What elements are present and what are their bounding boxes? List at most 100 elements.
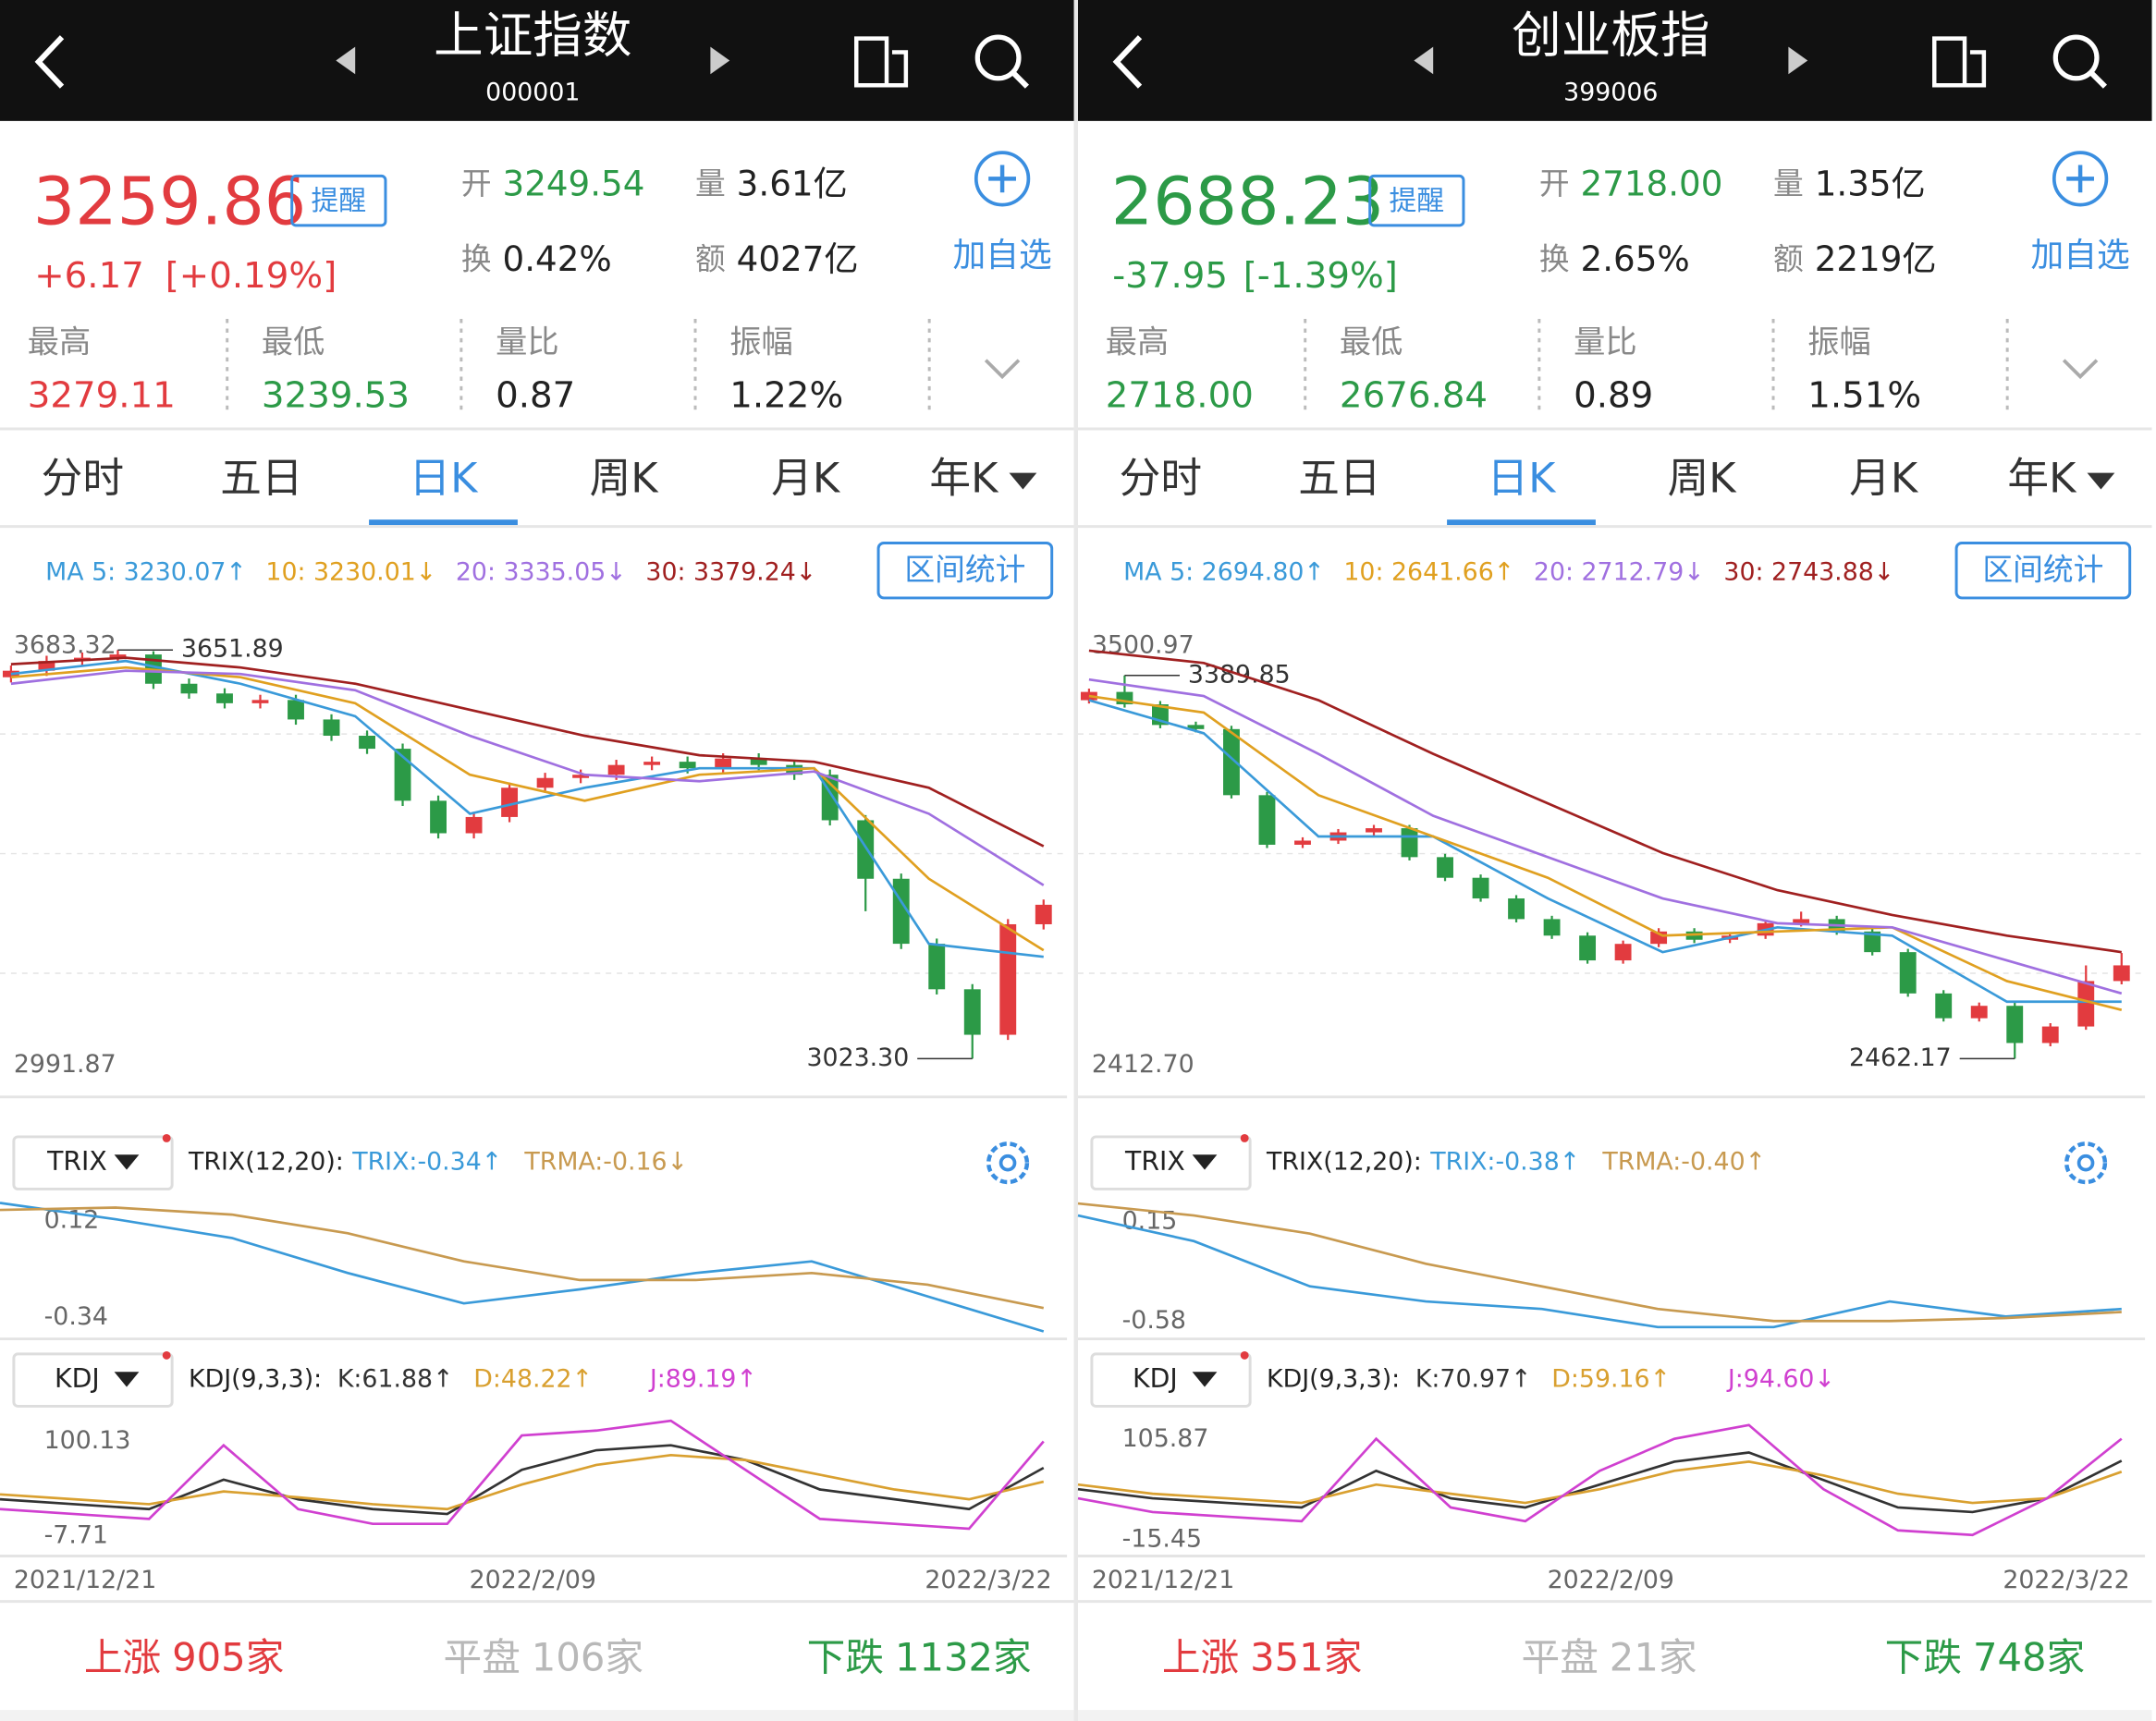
back-button[interactable] [34, 35, 65, 89]
add-watch[interactable]: 加自选 [2031, 237, 2130, 275]
stat-label: 最高 [28, 323, 91, 360]
period-tab[interactable]: 五日 [1298, 455, 1380, 503]
breadth-count: 21家 [1610, 1635, 1697, 1680]
period-tab[interactable]: 月K [771, 455, 841, 503]
candle-body [216, 693, 233, 703]
quote-label: 换 [461, 242, 492, 277]
candle-body [465, 816, 483, 834]
indicator-selector[interactable] [12, 1135, 174, 1190]
breadth-count: 1132家 [895, 1635, 1032, 1680]
candle-body [1543, 919, 1561, 936]
candle-body [679, 762, 696, 769]
next-index[interactable] [710, 46, 730, 75]
candle-body [1793, 919, 1810, 923]
indicator-value: TRMA:-0.16↓ [523, 1148, 688, 1177]
stat-value: 2718.00 [1106, 374, 1254, 416]
alert-button[interactable] [290, 174, 387, 227]
quote-value: 3.61亿 [737, 163, 848, 203]
candle-body [2, 670, 19, 677]
x-tick-label: 2021/12/21 [1092, 1566, 1234, 1594]
ma-label: 30: 2743.88↓ [1723, 558, 1894, 587]
breadth-count: 748家 [1973, 1635, 2085, 1680]
indicator-selector[interactable] [12, 1352, 174, 1408]
period-tab[interactable]: 分时 [42, 455, 124, 503]
settings-icon-hole [998, 1153, 1017, 1172]
alert-button[interactable] [1368, 174, 1465, 227]
expand-chevron[interactable] [2062, 359, 2099, 380]
index-code: 000001 [485, 79, 580, 107]
stat-label: 振幅 [729, 323, 792, 360]
bottom-bar [0, 1710, 1074, 1721]
settings-icon[interactable] [986, 1141, 1030, 1185]
stat-label: 最低 [262, 323, 325, 360]
expand-chevron[interactable] [984, 359, 1021, 380]
candle-body [1187, 725, 1205, 729]
candle-body [359, 736, 375, 750]
settings-icon[interactable] [2064, 1141, 2108, 1185]
add-watch-icon[interactable] [974, 151, 1031, 207]
indicator-selector[interactable] [1090, 1135, 1252, 1190]
candle-body [1472, 877, 1489, 899]
quote-value: 2219亿 [1815, 238, 1937, 279]
range-stats-label: 区间统计 [1982, 553, 2103, 588]
candle-body [857, 820, 875, 879]
change-pct: [+0.19%] [165, 255, 337, 297]
min-label: 3023.30 [806, 1044, 909, 1072]
search-icon-handle [1011, 70, 1030, 89]
search-icon[interactable] [974, 34, 1022, 81]
indicator-line [1088, 699, 2122, 1004]
period-tab[interactable]: 分时 [1120, 455, 1202, 503]
add-watch[interactable]: 加自选 [953, 237, 1052, 275]
period-tab[interactable]: 周K [1668, 455, 1738, 503]
bottom-bar [1078, 1710, 2152, 1721]
candle-body [180, 683, 198, 694]
y-tick-label: -0.34 [44, 1302, 108, 1331]
period-tab[interactable]: 日K [1488, 455, 1558, 503]
year-tab-arrow [2087, 472, 2115, 490]
alert-label: 提醒 [1390, 185, 1445, 217]
prev-index[interactable] [336, 46, 356, 75]
period-tab[interactable]: 月K [1849, 455, 1919, 503]
indicator-dot [162, 1350, 171, 1360]
ma-label: MA 5: 3230.07↑ [45, 558, 247, 587]
range-stats-button[interactable] [1954, 541, 2132, 600]
prev-index[interactable] [1414, 46, 1434, 75]
landscape-icon[interactable] [854, 36, 909, 88]
period-tab[interactable]: 周K [590, 455, 660, 503]
candle-body [394, 749, 411, 801]
candle-body [1579, 935, 1597, 961]
candle-body [1401, 828, 1418, 858]
period-tab[interactable]: 五日 [220, 455, 302, 503]
y-tick-label: 3500.97 [1092, 631, 1194, 660]
quote-value: 0.42% [503, 238, 612, 279]
indicator-line [0, 1453, 1045, 1511]
landscape-icon[interactable] [1932, 36, 1987, 88]
period-tab[interactable]: 年K [929, 455, 999, 503]
ma-label: 20: 2712.79↓ [1534, 558, 1705, 587]
index-code: 399006 [1563, 79, 1658, 107]
breadth-label: 平盘 [444, 1635, 521, 1680]
range-stats-button[interactable] [876, 541, 1054, 600]
y-tick-label: 100.13 [44, 1426, 131, 1455]
ma-label: 10: 3230.01↓ [265, 558, 436, 587]
indicator-selector[interactable] [1090, 1352, 1252, 1408]
candle-body [1614, 944, 1632, 961]
indicator-arrow [114, 1154, 140, 1170]
stat-value: 2676.84 [1340, 374, 1488, 416]
next-index[interactable] [1788, 46, 1808, 75]
add-watch-icon[interactable] [2052, 151, 2109, 207]
indicator-value: D:59.16↑ [1551, 1365, 1671, 1394]
indicator-line [1077, 1202, 2122, 1323]
y-tick-label: 105.87 [1122, 1424, 1209, 1453]
search-icon[interactable] [2052, 34, 2100, 81]
period-tab[interactable]: 日K [410, 455, 480, 503]
change: -37.95 [1112, 255, 1228, 297]
candle-body [963, 989, 981, 1035]
price: 2688.23 [1111, 164, 1385, 240]
stat-label: 最高 [1106, 323, 1169, 360]
ma-label: MA 5: 2694.80↑ [1123, 558, 1325, 587]
back-button[interactable] [1112, 35, 1143, 89]
period-tab[interactable]: 年K [2007, 455, 2077, 503]
active-tab-underline [1447, 519, 1596, 526]
